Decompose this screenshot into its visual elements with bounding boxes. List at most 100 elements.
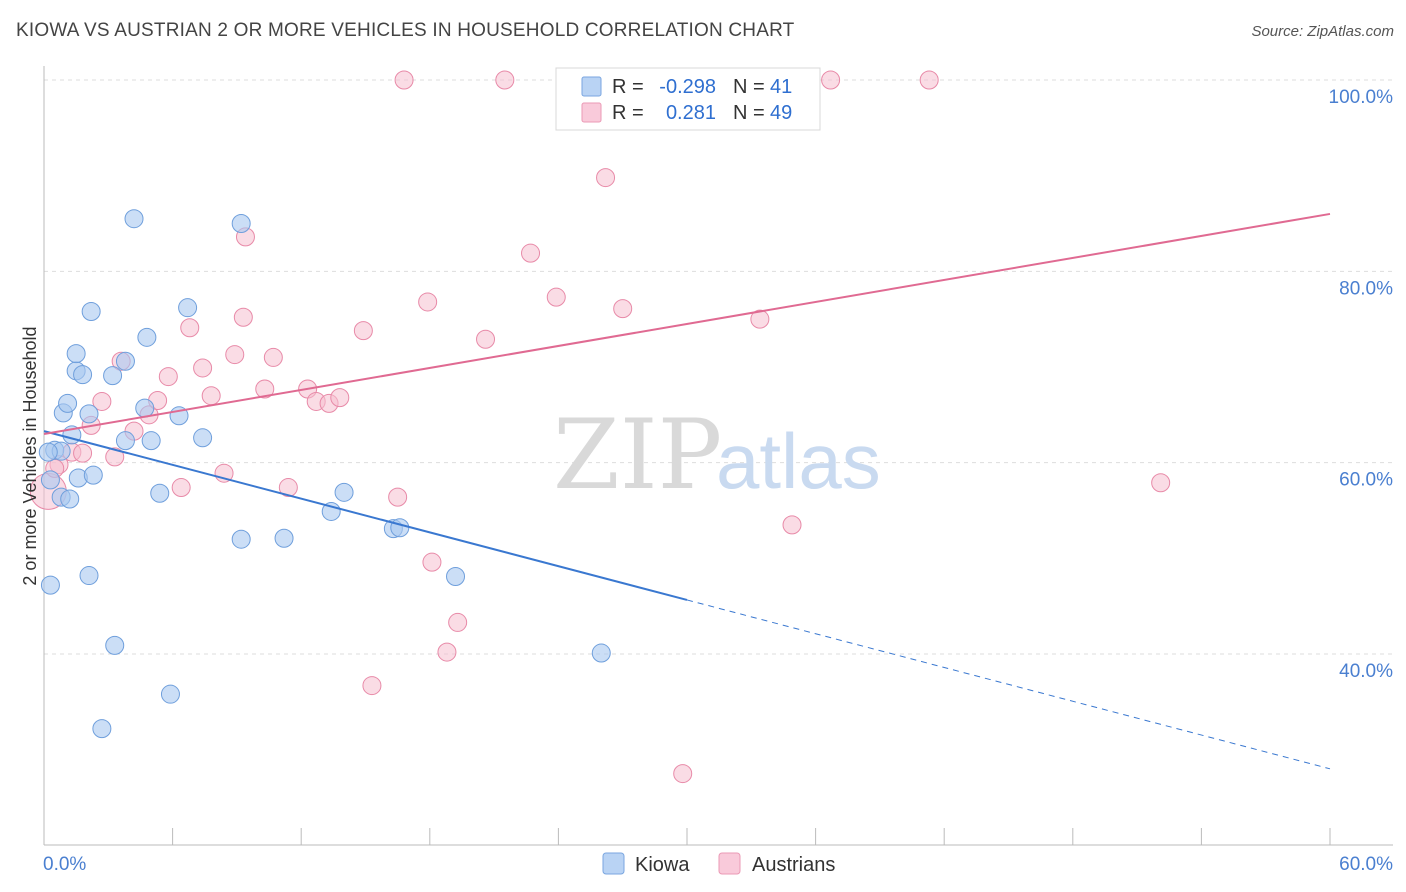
kiowa-point (73, 365, 93, 385)
kiowa-point (141, 431, 161, 451)
y-tick-label: 80.0% (1339, 278, 1393, 299)
series-legend: Kiowa Austrians (602, 852, 835, 876)
kiowa-point (92, 719, 112, 739)
trend-lines (43, 212, 1331, 770)
kiowa-point (150, 483, 170, 503)
austrians-point (180, 318, 200, 338)
kiowa-point (193, 428, 213, 448)
kiowa-trend-extension (686, 599, 1331, 770)
austrians-point (263, 347, 283, 367)
austrians-point (613, 299, 633, 319)
kiowa-point (231, 529, 251, 549)
y-tick-label: 40.0% (1339, 661, 1393, 682)
kiowa-point (79, 566, 99, 586)
kiowa-n-value: 41 (770, 76, 792, 98)
austrians-point (233, 307, 253, 327)
austrians-point (278, 478, 298, 498)
kiowa-point (160, 684, 180, 704)
kiowa-point (115, 351, 135, 371)
chart-title: KIOWA VS AUSTRIAN 2 OR MORE VEHICLES IN … (16, 20, 795, 41)
austrians-point (495, 70, 515, 90)
austrians-point (422, 552, 442, 572)
austrians-point (476, 329, 496, 349)
y-tick-label: 60.0% (1339, 470, 1393, 491)
kiowa-point (40, 575, 60, 595)
stats-legend: R = -0.298 N = 41 R = 0.281 N = 49 (555, 67, 821, 131)
watermark: ZIP atlas (553, 399, 881, 511)
austrians-point (362, 676, 382, 696)
austrians-bottom-label: Austrians (752, 854, 835, 876)
austrians-point (73, 443, 93, 463)
kiowa-point (103, 366, 123, 386)
kiowa-point (334, 482, 354, 502)
kiowa-point (81, 302, 101, 322)
x-tick-labels: 0.0% 60.0% (43, 854, 1393, 875)
kiowa-r-value: -0.298 (659, 76, 716, 98)
austrians-point (521, 243, 541, 263)
austrians-point (171, 478, 191, 498)
austrians-point (673, 764, 693, 784)
kiowa-point (591, 643, 611, 663)
austrians-point (255, 379, 275, 399)
kiowa-point (446, 567, 466, 587)
austrians-point (596, 168, 616, 188)
grid-lines (44, 79, 1393, 655)
austrians-point (201, 386, 221, 406)
austrians-r-label: R = (612, 102, 644, 124)
kiowa-points (38, 209, 611, 739)
austrians-n-value: 49 (770, 102, 792, 124)
kiowa-point (38, 442, 58, 462)
austrians-point (546, 287, 566, 307)
kiowa-point (274, 528, 294, 548)
austrians-point (92, 391, 112, 411)
kiowa-point (66, 344, 86, 364)
kiowa-point (83, 465, 103, 485)
kiowa-bottom-swatch (602, 852, 625, 875)
watermark-zip: ZIP (553, 399, 722, 511)
kiowa-point (60, 489, 80, 509)
kiowa-point (124, 209, 144, 229)
kiowa-point (79, 404, 99, 424)
kiowa-point (178, 298, 198, 318)
austrians-point (1151, 473, 1171, 493)
kiowa-point (231, 214, 251, 233)
kiowa-legend-swatch (581, 76, 602, 97)
x-tick-min: 0.0% (43, 854, 86, 875)
kiowa-point (58, 393, 78, 413)
austrians-point (919, 70, 939, 90)
y-tick-labels: 40.0% 60.0% 80.0% 100.0% (1329, 87, 1394, 682)
kiowa-point (390, 518, 410, 538)
kiowa-trend-line (43, 430, 688, 601)
kiowa-bottom-label: Kiowa (635, 854, 690, 876)
austrians-point (821, 70, 841, 90)
austrians-point (353, 321, 373, 341)
austrians-point (388, 487, 408, 507)
kiowa-point (137, 327, 157, 347)
y-axis-title: 2 or more Vehicles in Household (20, 326, 40, 585)
kiowa-point (105, 635, 125, 655)
kiowa-point (40, 470, 60, 490)
austrians-legend-swatch (581, 102, 602, 123)
austrians-point (418, 292, 438, 312)
austrians-point (158, 367, 178, 387)
kiowa-point (135, 398, 155, 418)
x-tick-max: 60.0% (1339, 854, 1393, 875)
austrians-point (448, 612, 468, 632)
kiowa-point (115, 431, 135, 451)
watermark-atlas: atlas (716, 417, 881, 505)
y-tick-label: 100.0% (1329, 87, 1394, 108)
austrians-trend-line (43, 212, 1331, 435)
kiowa-n-label: N = (733, 76, 765, 98)
austrians-r-value: 0.281 (666, 102, 716, 124)
austrians-point (437, 642, 457, 662)
austrians-point (394, 70, 414, 90)
austrians-point (193, 358, 213, 378)
austrians-n-label: N = (733, 102, 765, 124)
austrians-point (105, 447, 125, 467)
austrians-point (225, 345, 245, 365)
source-label: Source: ZipAtlas.com (1251, 23, 1394, 40)
austrians-point (330, 388, 350, 408)
austrians-point (750, 309, 770, 329)
kiowa-r-label: R = (612, 76, 644, 98)
